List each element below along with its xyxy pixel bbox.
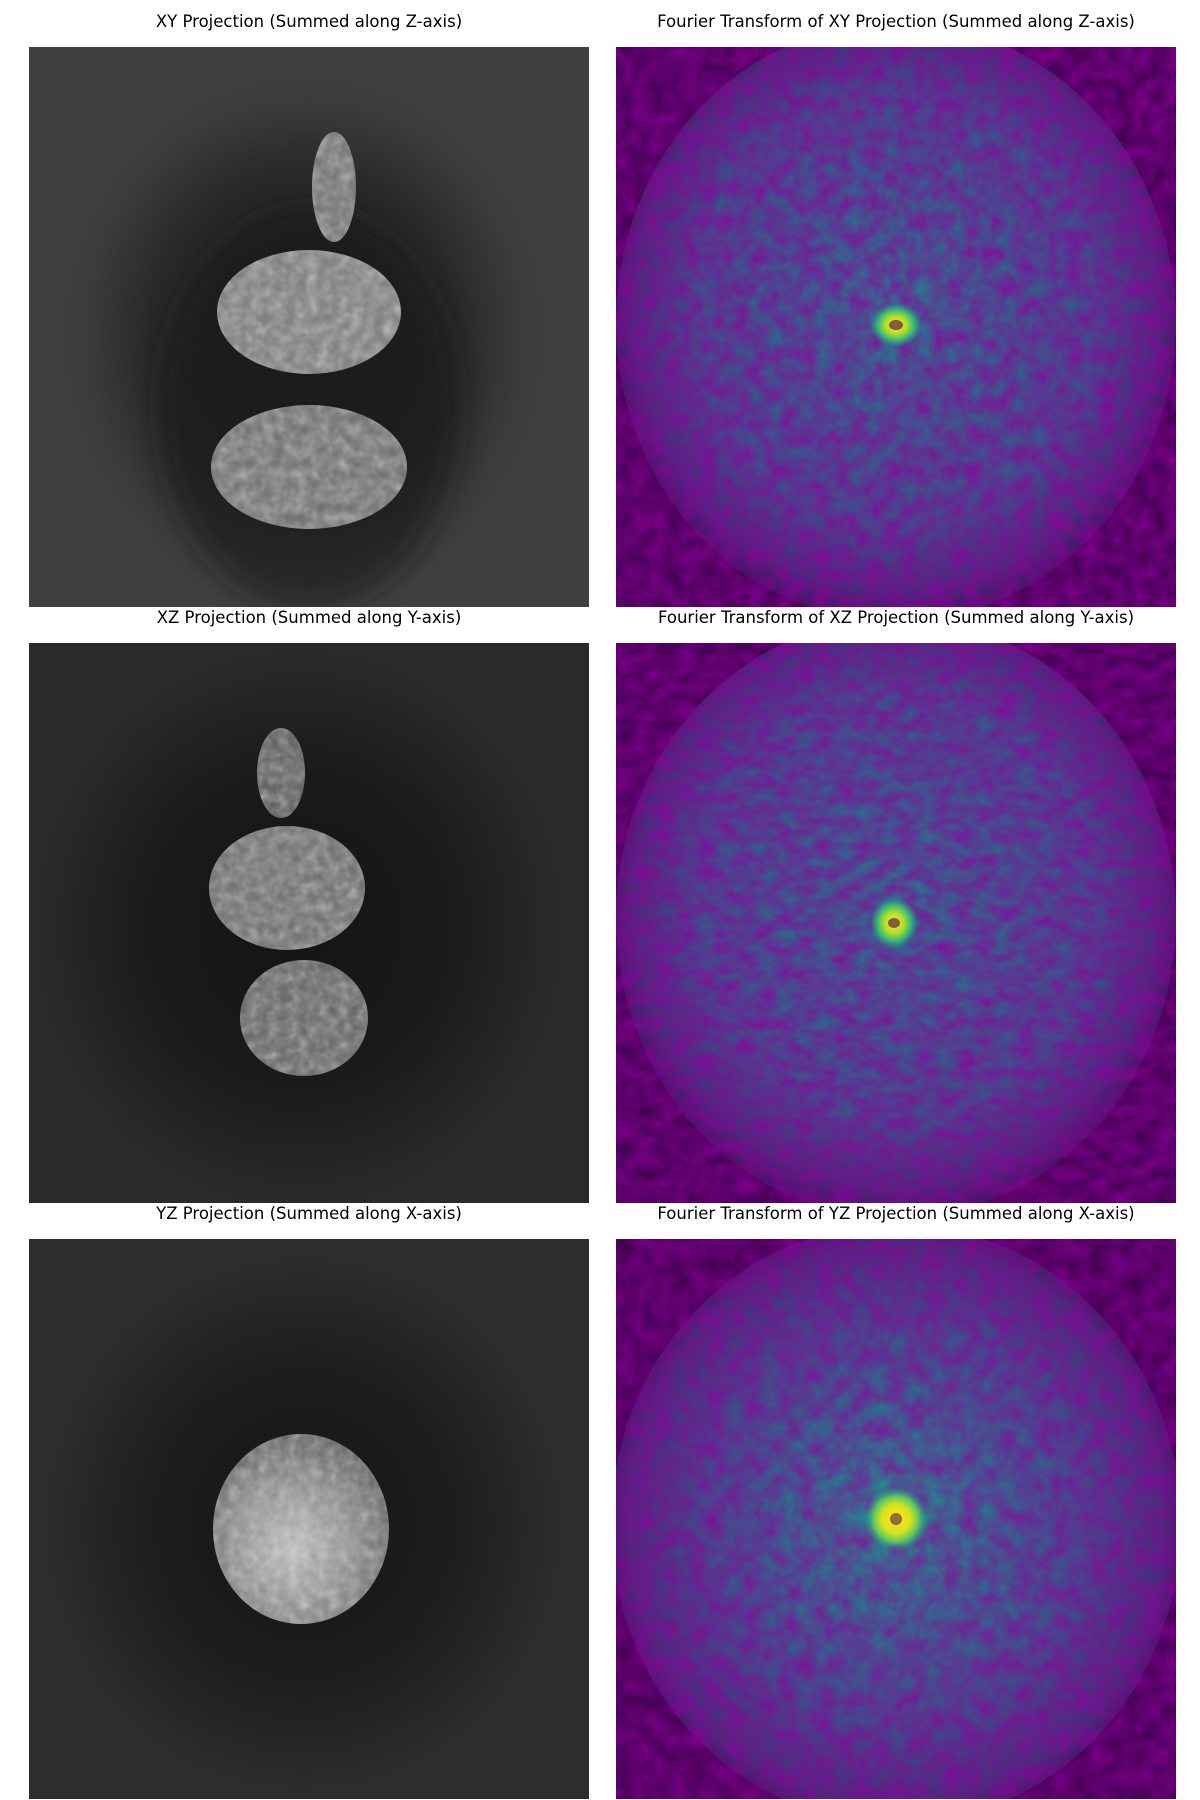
yz-projection-title: YZ Projection (Summed along X-axis)	[156, 1204, 462, 1223]
xy-projection-title: XY Projection (Summed along Z-axis)	[155, 12, 463, 31]
xz-projection-title: XZ Projection (Summed along Y-axis)	[156, 608, 462, 627]
xy-projection-image	[29, 47, 589, 607]
xz-fourier-image	[616, 643, 1176, 1203]
yz-fourier-title: Fourier Transform of YZ Projection (Summ…	[657, 1204, 1135, 1223]
yz-fourier-image	[616, 1239, 1176, 1799]
xz-projection-image	[29, 643, 589, 1203]
xy-fourier-image	[616, 47, 1176, 607]
yz-projection-image	[29, 1239, 589, 1799]
xy-fourier-title: Fourier Transform of XY Projection (Summ…	[657, 12, 1135, 31]
xz-fourier-title: Fourier Transform of XZ Projection (Summ…	[657, 608, 1135, 627]
